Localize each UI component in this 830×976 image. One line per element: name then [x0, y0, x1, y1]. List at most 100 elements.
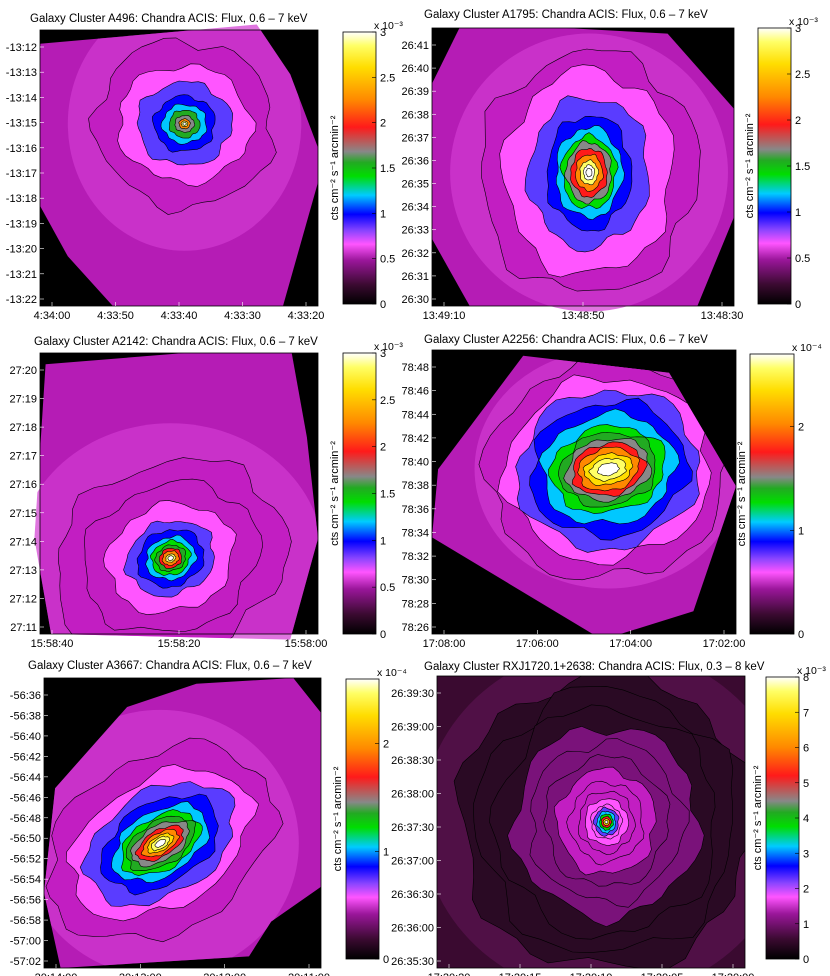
colorbar-tick-label: 1	[383, 846, 389, 858]
flux-image	[34, 353, 319, 640]
x-tick-label: 17:08:00	[423, 638, 466, 650]
x-tick-label: 4:33:30	[224, 310, 261, 322]
y-tick-label: 27:14	[9, 536, 37, 548]
y-tick-label: 26:39	[401, 86, 429, 98]
colorbar-tick-label: 1.5	[795, 161, 810, 173]
colorbar-label: cts cm⁻² s⁻¹ arcmin⁻²	[332, 766, 344, 871]
x-tick-label: 15:58:40	[31, 638, 74, 650]
colorbar-multiplier: x 10⁻³	[374, 20, 403, 32]
x-tick-label: 4:33:50	[97, 310, 134, 322]
y-tick-label: 27:20	[9, 365, 37, 377]
y-tick-label: 26:32	[401, 248, 429, 260]
x-tick-label: 17:04:00	[609, 638, 652, 650]
y-tick-label: 26:41	[401, 40, 429, 52]
colorbar-tick-label: 0.5	[795, 253, 810, 265]
x-tick-label: 20:14:00	[35, 972, 78, 976]
colorbar-tick-label: 2.5	[380, 72, 395, 84]
colorbar-tick-label: 0.5	[380, 582, 395, 594]
y-tick-label: 26:36	[401, 155, 429, 167]
colorbar	[749, 353, 795, 635]
colorbar-multiplier: x 10⁻⁴	[792, 342, 822, 354]
y-tick-label: 78:44	[401, 409, 429, 421]
colorbar-tick-label: 2	[798, 422, 804, 434]
y-tick-label: -13:13	[6, 67, 37, 79]
colorbar	[765, 676, 800, 960]
panel-6: Galaxy Cluster RXJ1720.1+2638: Chandra A…	[391, 661, 826, 976]
colorbar-tick-label: 2.5	[795, 69, 810, 81]
x-tick-label: 13:48:50	[562, 310, 605, 322]
contour-level	[604, 820, 609, 824]
y-tick-label: 78:32	[401, 551, 429, 563]
y-tick-label: -56:48	[10, 813, 41, 825]
y-tick-label: 27:19	[9, 394, 37, 406]
x-tick-label: 20:11:00	[288, 972, 330, 976]
x-tick-label: 17:20:10	[570, 972, 613, 976]
panel-3: Galaxy Cluster A2142: Chandra ACIS: Flux…	[9, 336, 403, 650]
x-tick-label: 4:34:00	[34, 310, 71, 322]
colorbar-multiplier: x 10⁻³	[789, 16, 818, 28]
y-tick-label: -13:15	[6, 118, 37, 130]
y-tick-label: 27:16	[9, 479, 37, 491]
colorbar-tick-label: 2	[795, 115, 801, 127]
colorbar-tick-label: 3	[795, 23, 801, 35]
colorbar-tick-label: 0	[380, 299, 386, 311]
y-tick-label: 78:38	[401, 480, 429, 492]
x-tick-label: 20:12:00	[203, 972, 246, 976]
y-tick-label: -56:56	[10, 895, 41, 907]
y-tick-label: 27:17	[9, 451, 37, 463]
y-tick-label: 26:37	[401, 132, 429, 144]
y-tick-label: -56:44	[10, 772, 41, 784]
colorbar-tick-label: 2	[803, 884, 809, 896]
contour-level	[182, 122, 187, 126]
x-tick-label: 4:33:20	[288, 310, 325, 322]
y-tick-label: -57:02	[10, 956, 41, 968]
colorbar-tick-label: 1	[380, 535, 386, 547]
colorbar-tick-label: 1.5	[380, 489, 395, 501]
contour-level	[597, 462, 620, 477]
x-tick-label: 20:13:00	[119, 972, 162, 976]
flux-image	[432, 28, 734, 312]
y-tick-label: 26:37:00	[391, 856, 434, 868]
y-tick-label: 26:33	[401, 225, 429, 237]
colorbar-tick-label: 3	[380, 27, 386, 39]
panel-2: Galaxy Cluster A1795: Chandra ACIS: Flux…	[401, 9, 818, 322]
colorbar-multiplier: x 10⁻³	[797, 665, 826, 677]
colorbar-label: cts cm⁻² s⁻¹ arcmin⁻²	[736, 441, 748, 546]
x-tick-label: 17:02:00	[703, 638, 746, 650]
colorbar-multiplier: x 10⁻³	[374, 341, 403, 353]
colorbar-tick-label: 1	[803, 919, 809, 931]
colorbar-tick-label: 2	[383, 739, 389, 751]
y-tick-label: 26:36:30	[391, 889, 434, 901]
y-tick-label: -56:38	[10, 710, 41, 722]
y-tick-label: -57:00	[10, 936, 41, 948]
y-tick-label: 26:39:00	[391, 722, 434, 734]
colorbar-tick-label: 2	[380, 118, 386, 130]
y-tick-label: 26:37:30	[391, 822, 434, 834]
y-tick-label: -56:42	[10, 751, 41, 763]
x-tick-label: 17:06:00	[516, 638, 559, 650]
y-tick-label: 26:31	[401, 271, 429, 283]
y-tick-label: -56:58	[10, 915, 41, 927]
contour-level	[154, 838, 166, 848]
colorbar-tick-label: 1	[798, 525, 804, 537]
y-tick-label: 26:35	[401, 179, 429, 191]
panel-1: Galaxy Cluster A496: Chandra ACIS: Flux,…	[6, 13, 404, 322]
colorbar-tick-label: 0	[803, 954, 809, 966]
colorbar	[342, 352, 377, 635]
y-tick-label: 78:30	[401, 575, 429, 587]
panel-title: Galaxy Cluster A1795: Chandra ACIS: Flux…	[424, 9, 708, 21]
flux-image	[437, 676, 745, 968]
y-tick-label: 26:39:30	[391, 688, 434, 700]
y-tick-label: -13:17	[6, 168, 37, 180]
y-tick-label: -56:54	[10, 874, 41, 886]
colorbar-label: cts cm⁻² s⁻¹ arcmin⁻²	[752, 765, 764, 870]
y-tick-label: -13:21	[6, 269, 37, 281]
colorbar-tick-label: 0	[798, 629, 804, 641]
panel-title: Galaxy Cluster A3667: Chandra ACIS: Flux…	[28, 660, 312, 672]
colorbar	[342, 31, 377, 305]
colorbar-tick-label: 0	[383, 954, 389, 966]
y-tick-label: 27:11	[10, 622, 37, 634]
y-tick-label: 26:38:30	[391, 755, 434, 767]
contour-level	[585, 167, 593, 178]
